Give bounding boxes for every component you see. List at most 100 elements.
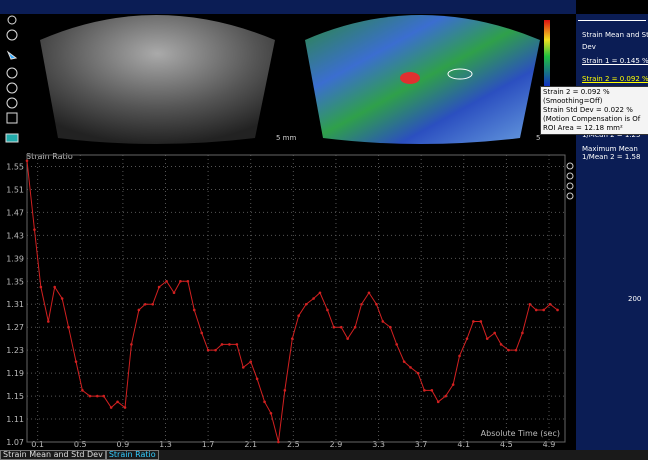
data-point — [173, 291, 176, 294]
zoom-in-icon[interactable] — [7, 68, 17, 78]
y-tick-label: 1.15 — [6, 392, 24, 401]
zoom-out-icon[interactable] — [7, 83, 17, 93]
data-point — [486, 337, 489, 340]
x-tick-label: 4.1 — [457, 440, 470, 449]
zoom-reset-icon[interactable] — [7, 98, 17, 108]
data-point — [493, 332, 496, 335]
data-point — [529, 303, 532, 306]
x-tick-label: 3.3 — [372, 440, 385, 449]
data-point — [96, 395, 99, 398]
data-point — [102, 395, 105, 398]
data-point — [389, 326, 392, 329]
data-point — [312, 297, 315, 300]
roi-region — [400, 72, 420, 84]
data-point — [431, 389, 434, 392]
data-point — [340, 326, 343, 329]
data-point — [515, 349, 518, 352]
strain-value[interactable]: Strain 1 = 0.145 % — [582, 57, 648, 65]
data-point — [53, 286, 56, 289]
contrast-icon[interactable] — [7, 30, 17, 40]
divider — [578, 18, 646, 21]
x-tick-label: 2.5 — [287, 440, 300, 449]
elastography-image — [305, 15, 540, 144]
data-point — [40, 286, 43, 289]
y-tick-label: 1.55 — [6, 162, 24, 171]
x-tick-label: 4.9 — [543, 440, 556, 449]
data-point — [221, 343, 224, 346]
data-point — [346, 337, 349, 340]
data-point — [472, 320, 475, 323]
tab[interactable]: Strain Ratio — [106, 450, 159, 460]
data-point — [423, 389, 426, 392]
data-point — [542, 309, 545, 312]
data-point — [61, 297, 64, 300]
data-point — [47, 320, 50, 323]
data-point — [395, 343, 398, 346]
data-point — [179, 280, 182, 283]
y-tick-label: 1.11 — [6, 415, 24, 424]
data-point — [409, 366, 412, 369]
data-point — [305, 303, 308, 306]
data-point — [256, 378, 259, 381]
scale-label: 5 — [536, 134, 540, 142]
depth-label: 200 — [628, 295, 648, 303]
tooltip-line: Strain Std Dev = 0.022 % — [543, 106, 648, 115]
data-point — [158, 286, 161, 289]
data-point — [124, 406, 127, 409]
data-point — [444, 395, 447, 398]
data-point — [291, 337, 294, 340]
data-point — [228, 343, 231, 346]
x-tick-label: 1.7 — [202, 440, 215, 449]
side-panel: Strain Mean and St Dev Strain 1 = 0.145 … — [576, 14, 648, 460]
ratio-value: 1/Mean 2 = 1.58 — [582, 153, 648, 161]
data-point — [521, 332, 524, 335]
data-point — [458, 355, 461, 358]
data-point — [417, 372, 420, 375]
data-point — [67, 326, 70, 329]
data-point — [207, 349, 210, 352]
data-point — [556, 309, 559, 312]
data-point — [360, 303, 363, 306]
tooltip-line: (Smoothing=Off) — [543, 97, 648, 106]
data-point — [437, 401, 440, 404]
data-point — [110, 406, 113, 409]
pan-icon[interactable] — [7, 113, 17, 123]
color-bar — [544, 20, 550, 86]
data-point — [354, 326, 357, 329]
max-heading: Maximum Mean — [582, 145, 648, 153]
strain-value[interactable]: Strain 2 = 0.092 % — [582, 75, 648, 83]
data-point — [549, 303, 552, 306]
data-point — [500, 343, 503, 346]
data-point — [187, 280, 190, 283]
data-point — [151, 303, 154, 306]
tab-bar: Strain Mean and Std DevStrain Ratio — [0, 450, 648, 460]
screen-icon[interactable] — [6, 134, 18, 142]
data-point — [368, 291, 371, 294]
y-tick-label: 1.07 — [6, 438, 24, 447]
tab[interactable]: Strain Mean and Std Dev — [0, 450, 106, 460]
data-point — [270, 412, 273, 415]
data-point — [236, 343, 239, 346]
data-point — [507, 349, 510, 352]
data-point — [466, 337, 469, 340]
y-tick-label: 1.19 — [6, 369, 24, 378]
brightness-icon[interactable] — [8, 16, 16, 24]
data-point — [263, 401, 266, 404]
data-point — [130, 343, 133, 346]
y-tick-label: 1.31 — [6, 300, 24, 309]
x-tick-label: 3.7 — [415, 440, 428, 449]
app-window: 5 mm 5 Strain Mean and St Dev Strain 1 =… — [0, 0, 648, 460]
data-point — [26, 159, 29, 162]
chart: Strain Ratio Absolute Time (sec) 1.071.1… — [0, 146, 576, 450]
data-point — [480, 320, 483, 323]
data-point — [165, 280, 168, 283]
data-point — [333, 326, 336, 329]
data-point — [452, 383, 455, 386]
data-point — [297, 314, 300, 317]
x-tick-label: 2.9 — [330, 440, 343, 449]
y-tick-label: 1.39 — [6, 254, 24, 263]
ultrasound-image — [40, 15, 275, 144]
chart-title: Strain Ratio — [26, 152, 73, 161]
data-point — [116, 401, 119, 404]
pointer-icon[interactable] — [8, 52, 16, 59]
